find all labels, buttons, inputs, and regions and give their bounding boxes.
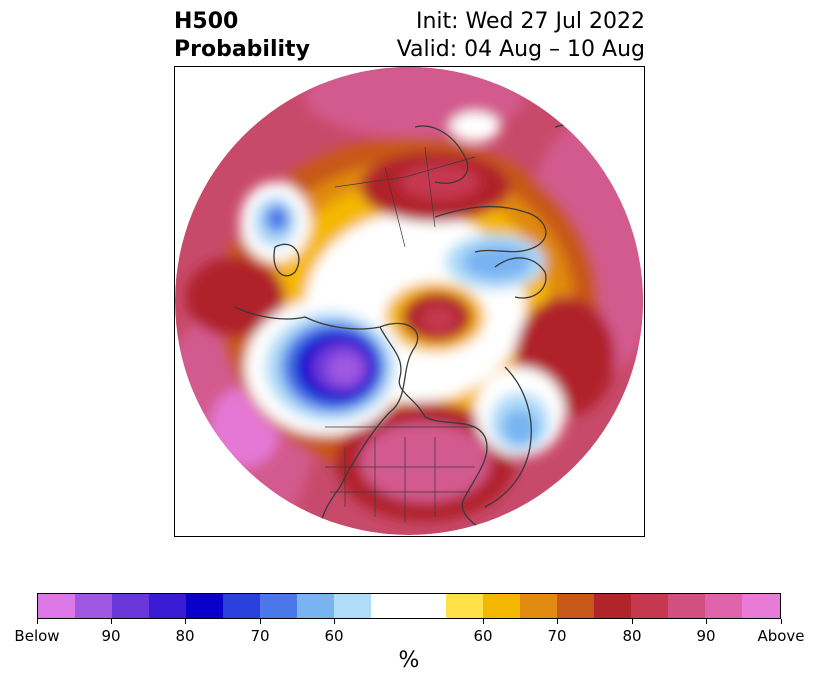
- map-title: H500 Probability: [174, 8, 310, 64]
- colorbar-segment: [519, 594, 557, 618]
- colorbar-segment: [593, 594, 632, 618]
- colorbar-tickmark: [483, 619, 484, 624]
- shade-region: [265, 205, 289, 233]
- colorbar-tick-label: 70: [250, 627, 270, 645]
- colorbar-segment: [74, 594, 112, 618]
- colorbar-tick-label: 60: [473, 627, 493, 645]
- colorbar-tickmark: [334, 619, 335, 624]
- polar-map: [174, 66, 645, 537]
- shade-region: [185, 257, 285, 337]
- colorbar-tick-label: Above: [757, 627, 805, 645]
- colorbar-tickmark: [111, 619, 112, 624]
- colorbar-segment: [148, 594, 186, 618]
- colorbar-tickmark: [185, 619, 186, 624]
- valid-range: Valid: 04 Aug – 10 Aug: [396, 37, 645, 62]
- title-metric: Probability: [174, 37, 310, 62]
- colorbar-segment: [482, 594, 520, 618]
- colorbar-tick-label: Below: [14, 627, 60, 645]
- colorbar-tickmark: [37, 619, 38, 624]
- colorbar-segment: [705, 594, 743, 618]
- colorbar-tick-label: 80: [175, 627, 195, 645]
- colorbar-segment: [334, 594, 372, 618]
- shade-region: [502, 409, 538, 445]
- probability-map-svg: [175, 67, 643, 535]
- colorbar-tick-label: 90: [101, 627, 121, 645]
- colorbar-segment: [260, 594, 298, 618]
- colorbar-segment: [556, 594, 594, 618]
- shade-region: [360, 422, 490, 502]
- colorbar-tickmark: [632, 619, 633, 624]
- colorbar-segment: [742, 594, 781, 618]
- colorbar-segment: [668, 594, 706, 618]
- colorbar-segment: [111, 594, 149, 618]
- colorbar-tick-label: 90: [696, 627, 716, 645]
- colorbar-segment: [38, 594, 75, 618]
- init-date: Init: Wed 27 Jul 2022: [415, 9, 645, 34]
- colorbar-tick-label: 60: [324, 627, 344, 645]
- colorbar-tickmark: [781, 619, 782, 624]
- colorbar-tickmark: [557, 619, 558, 624]
- colorbar-tick-label: 80: [622, 627, 642, 645]
- colorbar-segment: [297, 594, 335, 618]
- colorbar-tickmark: [260, 619, 261, 624]
- colorbar-segment: [222, 594, 261, 618]
- shade-region: [462, 244, 532, 280]
- colorbar-unit-label: %: [398, 648, 420, 673]
- country-borders: [325, 146, 476, 522]
- title-variable: H500: [174, 9, 239, 34]
- colorbar-segment: [631, 594, 669, 618]
- colorbar-segment: [371, 594, 446, 618]
- shade-region: [327, 353, 363, 385]
- shade-region: [450, 112, 500, 142]
- colorbar-tickmark: [706, 619, 707, 624]
- colorbar-tick-label: 70: [547, 627, 567, 645]
- colorbar: [37, 593, 781, 619]
- shade-region: [421, 305, 457, 333]
- map-dates: Init: Wed 27 Jul 2022 Valid: 04 Aug – 10…: [397, 8, 645, 64]
- colorbar-segment: [445, 594, 483, 618]
- colorbar-segment: [185, 594, 223, 618]
